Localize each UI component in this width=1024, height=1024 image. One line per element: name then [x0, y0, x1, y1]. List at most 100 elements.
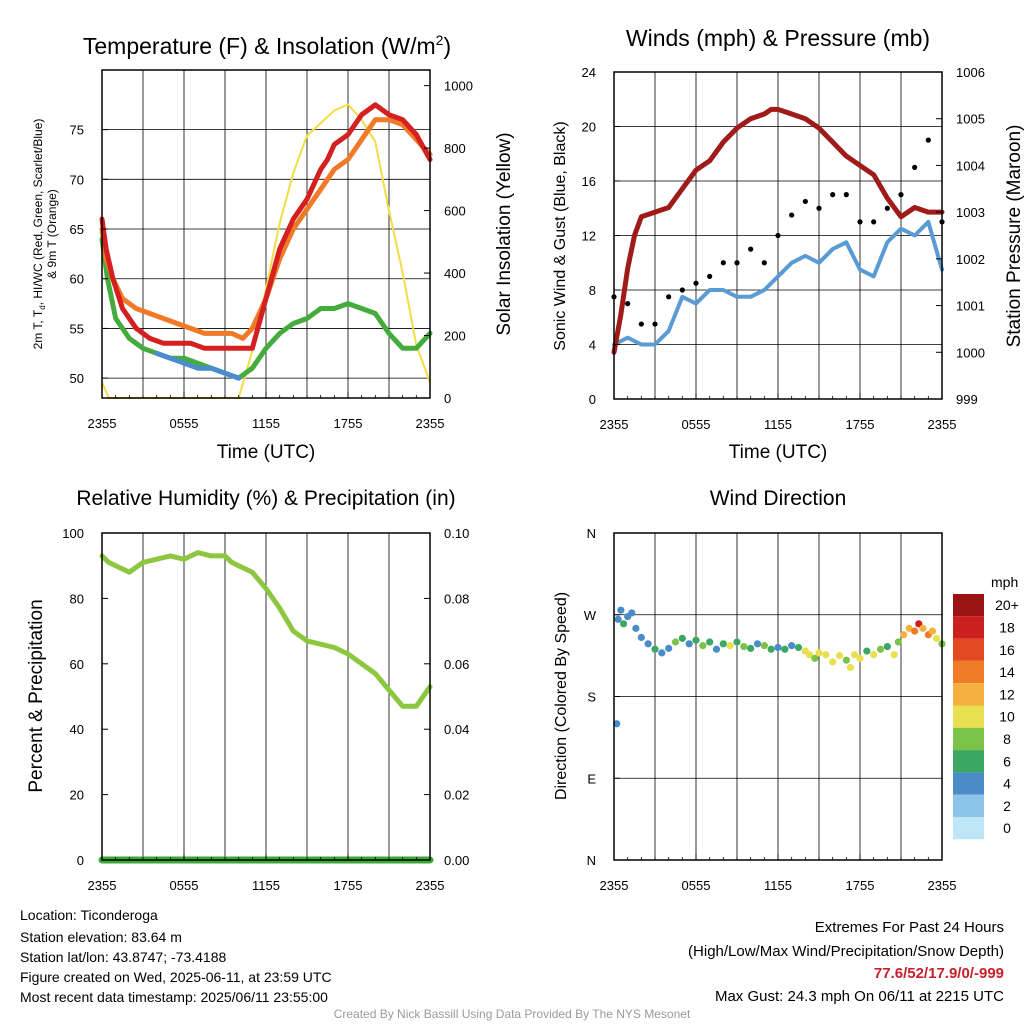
legend-swatch	[953, 772, 984, 795]
temperature-title: Temperature (F) & Insolation (W/m2)	[83, 32, 451, 59]
x-tick-label: 1155	[252, 416, 280, 431]
y-tick-label: 8	[589, 283, 596, 298]
humidity-grid	[142, 533, 390, 860]
y-tick-label: 60	[70, 272, 84, 287]
wind-direction-point	[617, 606, 625, 614]
x-tick-label: 1155	[252, 878, 280, 893]
temperature-ylabel-left: 2m T, Td, HI/WC (Red, Green, Scarlet/Blu…	[31, 119, 47, 350]
wind-direction-point	[805, 651, 814, 659]
legend-label: 4	[1003, 776, 1011, 792]
wind-direction-point	[651, 645, 659, 653]
y-tick-label: 12	[582, 229, 596, 244]
y-right-tick-label: 0.02	[444, 788, 469, 803]
x-tick-label: 2355	[600, 878, 629, 893]
pressure-line	[611, 106, 945, 355]
winds-series	[611, 106, 945, 355]
recent-data-timestamp: Most recent data timestamp: 2025/06/11 2…	[20, 989, 328, 1005]
y-tick-label: E	[587, 771, 596, 786]
wind-direction-point	[876, 645, 885, 653]
y-right-tick-label: 600	[444, 204, 466, 219]
wind-direction-panel: Wind Direction 2355 0555 1155 1755 2355 N E S W N…	[553, 487, 1019, 893]
gust-point	[898, 192, 904, 198]
wind-direction-point	[928, 627, 937, 635]
wind-direction-point	[890, 651, 898, 659]
gust-point	[693, 280, 699, 286]
y-tick-label: 40	[70, 722, 84, 737]
gust-point	[857, 219, 863, 225]
wind-direction-point	[678, 634, 686, 642]
temperature-grid	[102, 70, 430, 398]
wind-direction-point	[894, 638, 902, 646]
wind-direction-point	[794, 643, 803, 652]
y-tick-label: 60	[70, 657, 84, 672]
y-right-tick-label: 1003	[956, 205, 985, 220]
gust-point	[871, 219, 877, 225]
gust-point	[666, 294, 672, 300]
y-tick-label: 75	[70, 123, 84, 138]
y-tick-label: 4	[589, 338, 596, 353]
wind-direction-point	[781, 645, 789, 653]
wind-direction-point	[628, 609, 636, 617]
wind-direction-point	[774, 643, 782, 652]
legend-swatch	[953, 683, 984, 706]
wind-direction-point	[692, 636, 700, 644]
y-tick-label: S	[587, 690, 596, 705]
gust-point	[625, 301, 631, 307]
legend-swatch	[953, 705, 984, 728]
wind-direction-point	[719, 640, 727, 648]
wind-direction-point	[846, 663, 855, 672]
x-tick-label: 0555	[170, 416, 199, 431]
pressure-ylabel-right: Station Pressure (Maroon)	[1004, 125, 1024, 348]
legend-swatch	[953, 616, 984, 639]
y-tick-label: 100	[62, 526, 84, 541]
y-tick-label: N	[587, 853, 596, 868]
wind-direction-point	[726, 642, 734, 650]
y-right-tick-label: 400	[444, 266, 466, 281]
max-gust: Max Gust: 24.3 mph On 06/11 at 2215 UTC	[714, 988, 1004, 1005]
wind-direction-ylabel: Direction (Colored By Speed)	[553, 592, 570, 800]
x-tick-label: 1755	[334, 416, 363, 431]
y-right-tick-label: 1005	[956, 112, 985, 127]
y-right-tick-label: 1001	[956, 299, 985, 314]
legend-label: 8	[1003, 731, 1011, 747]
gust-point	[652, 321, 658, 327]
humidity-ticks: 2355 0555 1155 1755 2355 0 20 40 60 80 100 0.00 0.02…	[62, 526, 469, 893]
winds-title: Winds (mph) & Pressure (mb)	[626, 25, 930, 51]
wind-direction-points	[613, 606, 946, 728]
y-right-tick-label: 0.10	[444, 526, 469, 541]
y-tick-label: 65	[70, 222, 84, 237]
dewpoint-line	[99, 236, 433, 381]
wind-direction-point	[788, 642, 796, 650]
wind-direction-point	[685, 640, 693, 648]
insolation-ylabel-right: Solar Insolation (Yellow)	[494, 132, 515, 335]
wind-direction-point	[747, 644, 755, 652]
station-elevation: Station elevation: 83.64 m	[20, 929, 182, 945]
x-tick-label: 2355	[416, 416, 445, 431]
x-tick-label: 1755	[334, 878, 363, 893]
wind-direction-point	[932, 634, 941, 642]
wind-speed-legend: mph 20+ 18 16 14 12 10 8 6 4 2 0	[953, 574, 1019, 840]
wind-direction-point	[919, 624, 927, 632]
x-tick-label: 2355	[928, 417, 957, 432]
wind-direction-title: Wind Direction	[710, 487, 847, 510]
y-tick-label: W	[584, 608, 597, 623]
wind-direction-point	[842, 656, 850, 664]
x-tick-label: 2355	[416, 878, 445, 893]
wind-direction-point	[671, 638, 680, 646]
gust-point	[761, 260, 767, 266]
legend-label: 18	[999, 619, 1015, 635]
temp-2m-line	[99, 102, 433, 351]
x-tick-label: 0555	[170, 878, 199, 893]
wind-direction-point	[900, 631, 908, 639]
temperature-panel: Temperature (F) & Insolation (W/m2) 2355…	[31, 32, 515, 463]
y-right-tick-label: 200	[444, 329, 466, 344]
x-tick-label: 2355	[88, 416, 117, 431]
x-tick-label: 1755	[846, 878, 875, 893]
windchill-line	[154, 350, 242, 381]
wind-direction-point	[863, 647, 871, 655]
wind-direction-point	[658, 649, 666, 657]
y-tick-label: 80	[70, 591, 84, 606]
y-right-tick-label: 999	[956, 392, 978, 407]
winds-panel: Winds (mph) & Pressure (mb) 2355 0555 1155…	[552, 25, 1024, 463]
legend-swatch	[953, 750, 984, 773]
